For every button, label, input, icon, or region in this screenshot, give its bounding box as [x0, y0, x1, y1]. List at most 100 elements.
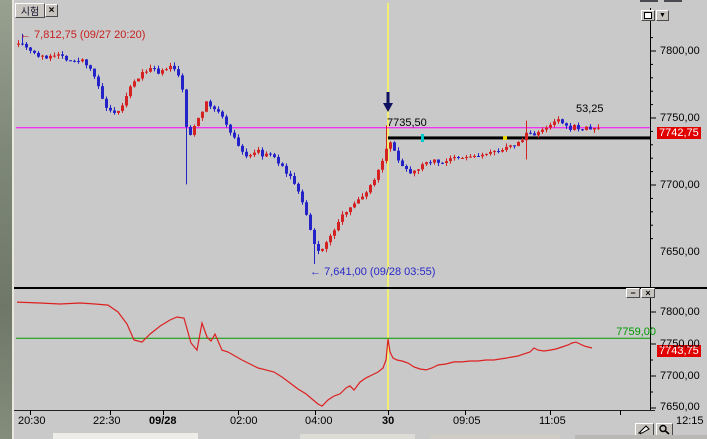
candle-body: [309, 214, 312, 230]
candle-body: [393, 142, 396, 151]
candle-body: [557, 119, 560, 122]
candle-body: [417, 169, 420, 171]
candle-body: [121, 105, 124, 111]
magnifier-icon: [659, 424, 670, 435]
candle-body: [565, 123, 568, 126]
minimize-icon: −: [630, 288, 636, 298]
candle-body: [521, 140, 524, 142]
candle-body: [245, 151, 248, 157]
candle-body: [301, 191, 304, 203]
candle-body: [481, 154, 484, 157]
candle-body: [93, 68, 96, 77]
time-tick-label: 22:30: [93, 415, 121, 427]
candle-body: [205, 101, 208, 112]
candle-body: [233, 132, 236, 138]
candle-body: [437, 159, 440, 163]
time-tick-label: 30: [382, 415, 395, 427]
candle-body: [201, 111, 204, 118]
time-tick-label: 20:30: [18, 415, 46, 427]
lower-pane-minimize-button[interactable]: −: [626, 288, 640, 298]
candle-body: [549, 124, 552, 128]
diff-value-label: 53,25: [576, 103, 604, 115]
candle-body: [325, 242, 328, 249]
session-high-text: 7,812,75 (09/27 20:20): [34, 29, 146, 41]
candle-body: [577, 124, 580, 130]
candle-body: [261, 149, 264, 157]
restore-icon: [644, 12, 652, 19]
price-tick-label: 7700,00: [660, 179, 700, 191]
close-icon: ×: [645, 288, 651, 298]
candle-body: [449, 158, 452, 162]
candle-body: [349, 207, 352, 213]
session-low-text: 7,641,00 (09/28 03:55): [324, 266, 436, 278]
candle-body: [61, 54, 64, 56]
candle-body: [221, 111, 224, 117]
candle-body: [297, 183, 300, 192]
candle-body: [561, 119, 564, 124]
candle-body: [249, 154, 252, 157]
candle-body: [41, 55, 44, 57]
candle-body: [497, 151, 500, 153]
candle-body: [345, 212, 348, 215]
candle-body: [357, 199, 360, 204]
candle-body: [101, 86, 104, 99]
candle-body: [477, 155, 480, 157]
candle-body: [313, 229, 316, 244]
candle-body: [361, 196, 364, 200]
candle-body: [105, 98, 108, 108]
reference-level-label: 7759,00: [616, 326, 656, 338]
down-arrow-icon: [383, 103, 393, 112]
candle-body: [321, 248, 324, 251]
tab-chart-title[interactable]: 시험: [15, 3, 45, 18]
candle-body: [465, 156, 468, 158]
candle-body: [173, 65, 176, 70]
candle-body: [445, 161, 448, 164]
candle-body: [17, 43, 20, 45]
candle-body: [501, 149, 504, 152]
candle-body: [169, 65, 172, 70]
pane-dropdown-button[interactable]: ▼: [656, 10, 669, 21]
candle-body: [513, 145, 516, 147]
candle-body: [585, 126, 588, 130]
candle-body: [593, 127, 596, 130]
candle-body: [129, 86, 132, 97]
candle-body: [429, 162, 432, 164]
background-window-fragment: [300, 434, 415, 439]
price-tick-label: 7800,00: [660, 306, 700, 318]
candle-body: [365, 192, 368, 197]
candle-body: [177, 69, 180, 76]
candle-body: [273, 154, 276, 158]
pane-restore-button[interactable]: [641, 10, 655, 21]
candle-body: [45, 55, 48, 59]
candle-body: [517, 141, 520, 147]
candle-body: [149, 68, 152, 72]
close-icon: ×: [48, 5, 55, 16]
candle-body: [277, 157, 280, 164]
lower-pane-close-button[interactable]: ×: [641, 288, 655, 298]
time-tick-label: 09/28: [149, 415, 177, 427]
tab-close-button[interactable]: ×: [45, 4, 58, 17]
candle-body: [193, 126, 196, 135]
candle-body: [489, 151, 492, 154]
lower-current-price-badge: 7743,75: [657, 345, 701, 357]
time-tick-label: 09:05: [453, 415, 481, 427]
background-window-fragment: [53, 433, 198, 439]
down-arrow-icon: [386, 92, 390, 103]
candle-body: [113, 110, 116, 113]
candle-body: [161, 70, 164, 74]
candle-body: [409, 169, 412, 174]
candle-body: [281, 163, 284, 166]
candle-body: [441, 162, 444, 164]
candle-body: [329, 235, 332, 243]
candle-body: [525, 132, 528, 141]
candle-body: [425, 162, 428, 165]
candle-body: [69, 60, 72, 62]
time-tick-label: 04:00: [305, 415, 333, 427]
candle-body: [81, 59, 84, 62]
candle-body: [421, 164, 424, 170]
time-tick-label: 02:00: [230, 415, 258, 427]
candle-body: [213, 106, 216, 110]
candle-body: [145, 71, 148, 73]
indicator-line: [16, 301, 593, 407]
